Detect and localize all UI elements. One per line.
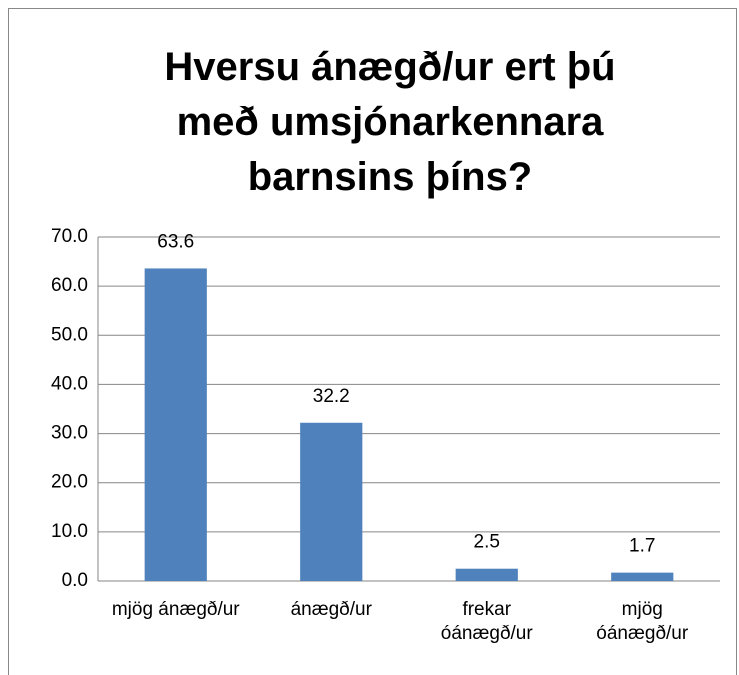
data-label: 32.2: [313, 386, 350, 407]
chart-title: Hversu ánægð/ur ert þú með umsjónarkenna…: [164, 45, 616, 199]
data-label: 1.7: [629, 536, 655, 557]
y-tick-label: 0.0: [62, 570, 88, 591]
y-tick-label: 30.0: [51, 423, 88, 444]
bar: [455, 568, 518, 581]
y-tick-label: 50.0: [51, 324, 88, 345]
y-tick-label: 40.0: [51, 373, 88, 394]
chart-border: [8, 8, 737, 675]
data-label: 2.5: [474, 532, 500, 553]
x-tick-label: mjög ánægð/ur: [111, 599, 240, 620]
data-label: 63.6: [157, 231, 194, 252]
x-tick-label: ánægð/ur: [290, 599, 372, 620]
bar: [144, 268, 207, 581]
y-tick-label: 60.0: [51, 275, 88, 296]
bar: [300, 422, 363, 581]
y-tick-label: 10.0: [51, 521, 88, 542]
y-tick-label: 20.0: [51, 472, 88, 493]
bar: [611, 572, 674, 581]
y-tick-label: 70.0: [51, 226, 88, 247]
x-tick-label: mjög óánægð/ur: [596, 599, 689, 644]
x-tick-label: frekar óánægð/ur: [440, 599, 533, 644]
